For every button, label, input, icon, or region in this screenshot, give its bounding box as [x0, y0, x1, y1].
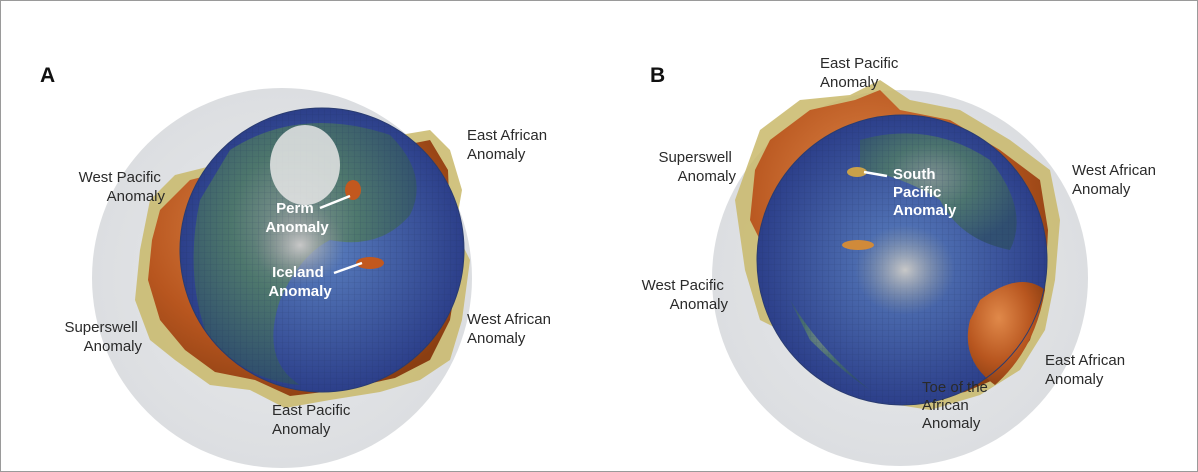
annotation-line: Anomaly — [670, 296, 729, 313]
annotation-line: Anomaly — [467, 146, 526, 163]
annotation: East Pacific Anomaly — [820, 55, 903, 91]
annotation: West African Anomaly — [1072, 162, 1160, 198]
panel-label: B — [650, 64, 665, 87]
annotation-line: Iceland — [272, 264, 324, 281]
annotation-line: East African — [467, 127, 547, 144]
annotation: Iceland Anomaly — [268, 264, 332, 300]
globe-b — [712, 80, 1088, 466]
annotation-line: West African — [467, 311, 551, 328]
annotation: West African Anomaly — [467, 311, 555, 347]
annotation: South Pacific Anomaly — [893, 166, 957, 219]
annotation-line: Anomaly — [1045, 371, 1104, 388]
annotation-line: West Pacific — [79, 169, 162, 186]
annotation-line: East Pacific — [272, 402, 351, 419]
annotation-line: Anomaly — [107, 188, 166, 205]
globe-a — [92, 88, 472, 468]
annotation: East African Anomaly — [467, 127, 551, 163]
annotation: Superswell Anomaly — [64, 319, 142, 355]
annotation-line: Superswell — [658, 149, 731, 166]
annotation-line: Anomaly — [467, 330, 526, 347]
annotation-line: Anomaly — [1072, 181, 1131, 198]
annotation-line: Anomaly — [272, 421, 331, 438]
annotation-line: Anomaly — [922, 415, 981, 432]
annotation: Perm Anomaly — [265, 200, 329, 236]
annotation: Toe of the African Anomaly — [922, 379, 992, 432]
annotation-line: Toe of the — [922, 379, 988, 396]
annotation-line: Anomaly — [265, 219, 329, 236]
annotation-line: Anomaly — [84, 338, 143, 355]
annotation-line: West African — [1072, 162, 1156, 179]
annotation-line: South — [893, 166, 936, 183]
panel-label: A — [40, 64, 55, 87]
annotation: West Pacific Anomaly — [642, 277, 729, 313]
annotation-line: Anomaly — [820, 74, 879, 91]
annotation-line: Pacific — [893, 184, 941, 201]
annotation-line: Anomaly — [268, 283, 332, 300]
annotation-line: Anomaly — [678, 168, 737, 185]
annotation: West Pacific Anomaly — [79, 169, 166, 205]
annotation-line: East Pacific — [820, 55, 899, 72]
annotation-line: East African — [1045, 352, 1125, 369]
annotation: East Pacific Anomaly — [272, 402, 355, 438]
annotation-line: Superswell — [64, 319, 137, 336]
annotation-line: African — [922, 397, 969, 414]
annotation-line: West Pacific — [642, 277, 725, 294]
annotation: East African Anomaly — [1045, 352, 1129, 388]
annotation-line: Perm — [276, 200, 314, 217]
annotation-line: Anomaly — [893, 202, 957, 219]
annotation: Superswell Anomaly — [658, 149, 736, 185]
